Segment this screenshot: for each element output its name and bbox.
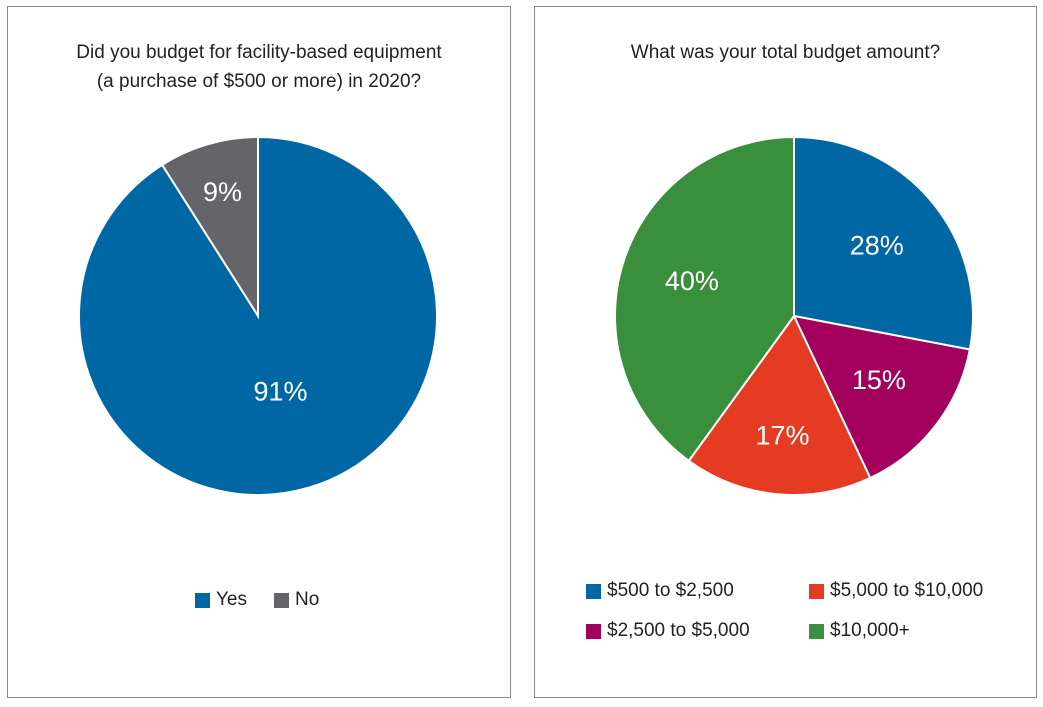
chart-title: Did you budget for facility-based equipm… xyxy=(76,42,442,92)
pie-chart-budget-yes-no: 9% 91% xyxy=(78,135,438,496)
slice-label-yes: 91% xyxy=(253,376,307,406)
legend-swatch xyxy=(274,592,289,608)
legend-item-500-to-2500: $500 to $2,500 xyxy=(586,580,734,602)
pie-slice-yes xyxy=(78,135,438,496)
pie-chart-budget-amount: 28% 15% 17% 40% xyxy=(614,135,974,496)
legend-swatch xyxy=(586,623,601,639)
pie-slice-no xyxy=(160,135,259,320)
legend-item-5000-to-10000: $5,000 to $10,000 xyxy=(809,580,983,602)
legend-label: $5,000 to $10,000 xyxy=(830,580,984,601)
pie-slice-10000-plus xyxy=(614,135,795,463)
slice-label-10000-plus: 40% xyxy=(665,266,719,296)
slice-label-2500-to-5000: 15% xyxy=(852,365,906,395)
legend-item-10000-plus: $10,000+ xyxy=(809,620,910,642)
legend-label: $500 to $2,500 xyxy=(607,580,734,601)
slice-label-5000-to-10000: 17% xyxy=(756,420,810,450)
legend-label: Yes xyxy=(216,589,247,610)
legend-swatch xyxy=(195,592,210,608)
pie-slice-500-to-2500 xyxy=(793,135,974,351)
chart-title: What was your total budget amount? xyxy=(630,42,941,63)
legend-label: No xyxy=(295,589,320,610)
legend-swatch xyxy=(809,623,824,639)
legend-label: $2,500 to $5,000 xyxy=(607,620,750,641)
legend-item-no: No xyxy=(274,589,319,611)
pie-slice-2500-to-5000 xyxy=(792,314,971,480)
slice-label-no: 9% xyxy=(203,177,242,207)
legend-swatch xyxy=(586,583,601,599)
legend-item-2500-to-5000: $2,500 to $5,000 xyxy=(586,620,750,642)
slice-label-500-to-2500: 28% xyxy=(850,231,904,261)
chart-panel-budget-amount: What was your total budget amount? 28% 15… xyxy=(534,6,1037,698)
legend-label: $10,000+ xyxy=(830,620,910,641)
legend-item-yes: Yes xyxy=(195,589,247,611)
pie-slice-5000-to-10000 xyxy=(687,314,872,496)
legend-swatch xyxy=(809,583,824,599)
chart-panel-budget-yes-no: Did you budget for facility-based equipm… xyxy=(7,6,511,698)
